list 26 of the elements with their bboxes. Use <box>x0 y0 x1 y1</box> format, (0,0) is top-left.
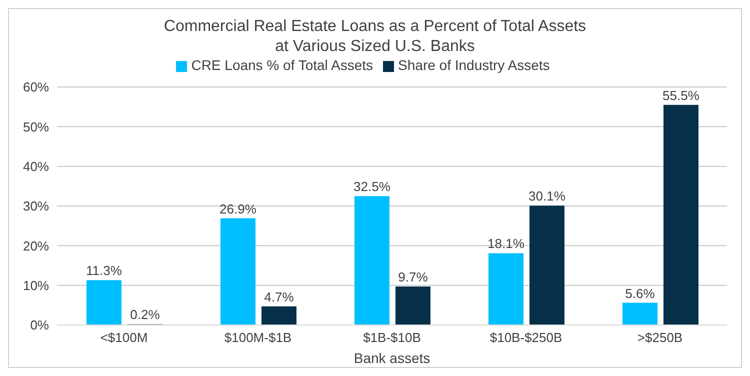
data-label: 32.5% <box>354 179 391 194</box>
x-tick-label: >$250B <box>637 330 683 346</box>
data-label: 0.2% <box>130 307 160 322</box>
data-label: 30.1% <box>528 188 566 204</box>
y-tick-label: 20% <box>22 238 50 254</box>
y-tick-label: 60% <box>22 80 50 95</box>
data-label: 9.7% <box>398 270 428 285</box>
y-tick-label: 40% <box>22 158 50 174</box>
x-tick-label: $10B-$250B <box>490 330 562 346</box>
y-tick-label: 30% <box>22 198 50 214</box>
data-label: 11.3% <box>86 263 122 278</box>
data-label: 18.1% <box>488 236 525 252</box>
y-tick-label: 50% <box>22 119 50 134</box>
x-tick-label: <$100M <box>100 330 148 346</box>
data-label: 4.7% <box>264 289 294 304</box>
chart-title: Commercial Real Estate Loans as a Percent of Total Assets at Various Sized U.S. Banks <box>162 17 588 57</box>
data-label: 26.9% <box>220 201 257 216</box>
legend-label: CRE Loans % of Total Assets <box>191 57 374 73</box>
x-axis-title: Bank assets <box>354 350 430 366</box>
data-label: 5.6% <box>625 286 656 301</box>
y-tick-label: 10% <box>22 278 50 293</box>
legend-label: Share of Industry Assets <box>398 57 550 73</box>
data-label: 55.5% <box>662 88 700 103</box>
x-tick-label: $1B-$10B <box>363 330 421 346</box>
x-tick-label: $100M-$1B <box>224 330 292 346</box>
y-tick-label: 0% <box>30 318 50 333</box>
